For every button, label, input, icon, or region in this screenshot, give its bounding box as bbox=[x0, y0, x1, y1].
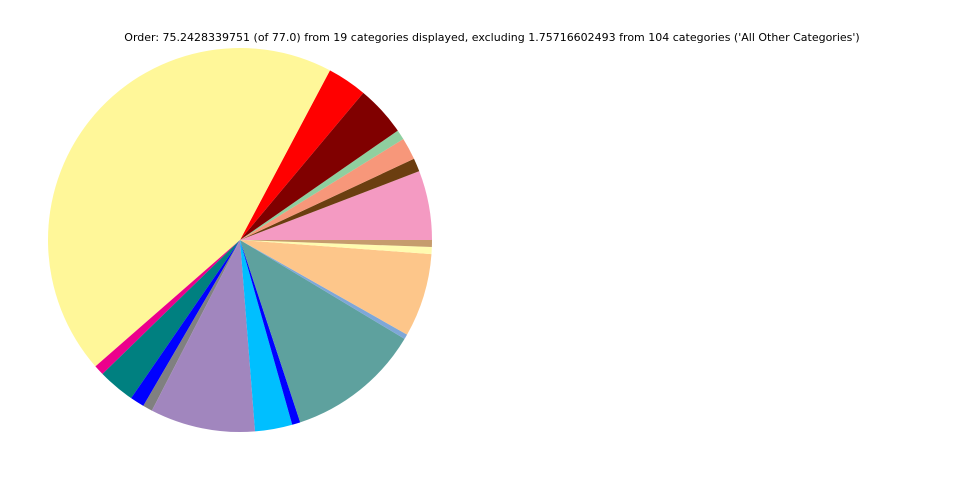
pie-slice bbox=[240, 240, 293, 432]
pie-slice bbox=[48, 48, 330, 367]
pie-slice bbox=[240, 171, 433, 240]
pie-slice bbox=[240, 158, 420, 240]
pie-slice bbox=[240, 92, 398, 240]
pie-slice bbox=[95, 240, 240, 374]
pie-slice bbox=[240, 70, 364, 240]
pie-slice bbox=[143, 240, 240, 411]
pie-slice bbox=[240, 240, 405, 423]
pie-slice bbox=[240, 240, 432, 255]
pie-slice bbox=[240, 130, 404, 240]
pie-slice bbox=[151, 240, 256, 432]
pie-slice bbox=[240, 139, 414, 240]
pie-slice bbox=[240, 240, 432, 248]
pie-slice bbox=[240, 240, 301, 425]
chart-title: Order: 75.2428339751 (of 77.0) from 19 c… bbox=[124, 31, 859, 44]
pie-slice bbox=[240, 240, 432, 335]
pie-slice bbox=[102, 240, 240, 399]
pie-slice bbox=[240, 240, 408, 339]
pie-slice bbox=[131, 240, 240, 406]
